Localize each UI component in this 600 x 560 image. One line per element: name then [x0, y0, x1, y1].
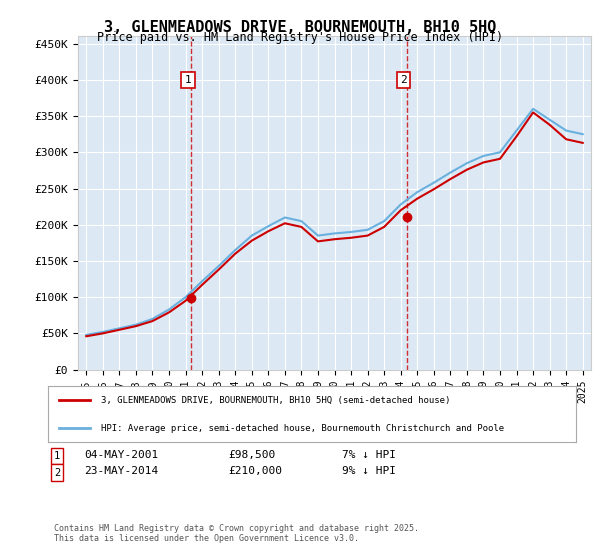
Text: Contains HM Land Registry data © Crown copyright and database right 2025.
This d: Contains HM Land Registry data © Crown c… — [54, 524, 419, 543]
Text: 04-MAY-2001: 04-MAY-2001 — [84, 450, 158, 460]
Text: 3, GLENMEADOWS DRIVE, BOURNEMOUTH, BH10 5HQ: 3, GLENMEADOWS DRIVE, BOURNEMOUTH, BH10 … — [104, 20, 496, 35]
Text: 23-MAY-2014: 23-MAY-2014 — [84, 466, 158, 477]
Text: 1: 1 — [54, 451, 60, 461]
Text: Price paid vs. HM Land Registry's House Price Index (HPI): Price paid vs. HM Land Registry's House … — [97, 31, 503, 44]
Text: HPI: Average price, semi-detached house, Bournemouth Christchurch and Poole: HPI: Average price, semi-detached house,… — [101, 424, 504, 433]
Text: £210,000: £210,000 — [228, 466, 282, 477]
Text: 3, GLENMEADOWS DRIVE, BOURNEMOUTH, BH10 5HQ (semi-detached house): 3, GLENMEADOWS DRIVE, BOURNEMOUTH, BH10 … — [101, 396, 450, 405]
Text: 2: 2 — [54, 468, 60, 478]
Text: 9% ↓ HPI: 9% ↓ HPI — [342, 466, 396, 477]
Text: 2: 2 — [400, 75, 407, 85]
Text: 7% ↓ HPI: 7% ↓ HPI — [342, 450, 396, 460]
Text: £98,500: £98,500 — [228, 450, 275, 460]
Text: 1: 1 — [185, 75, 191, 85]
